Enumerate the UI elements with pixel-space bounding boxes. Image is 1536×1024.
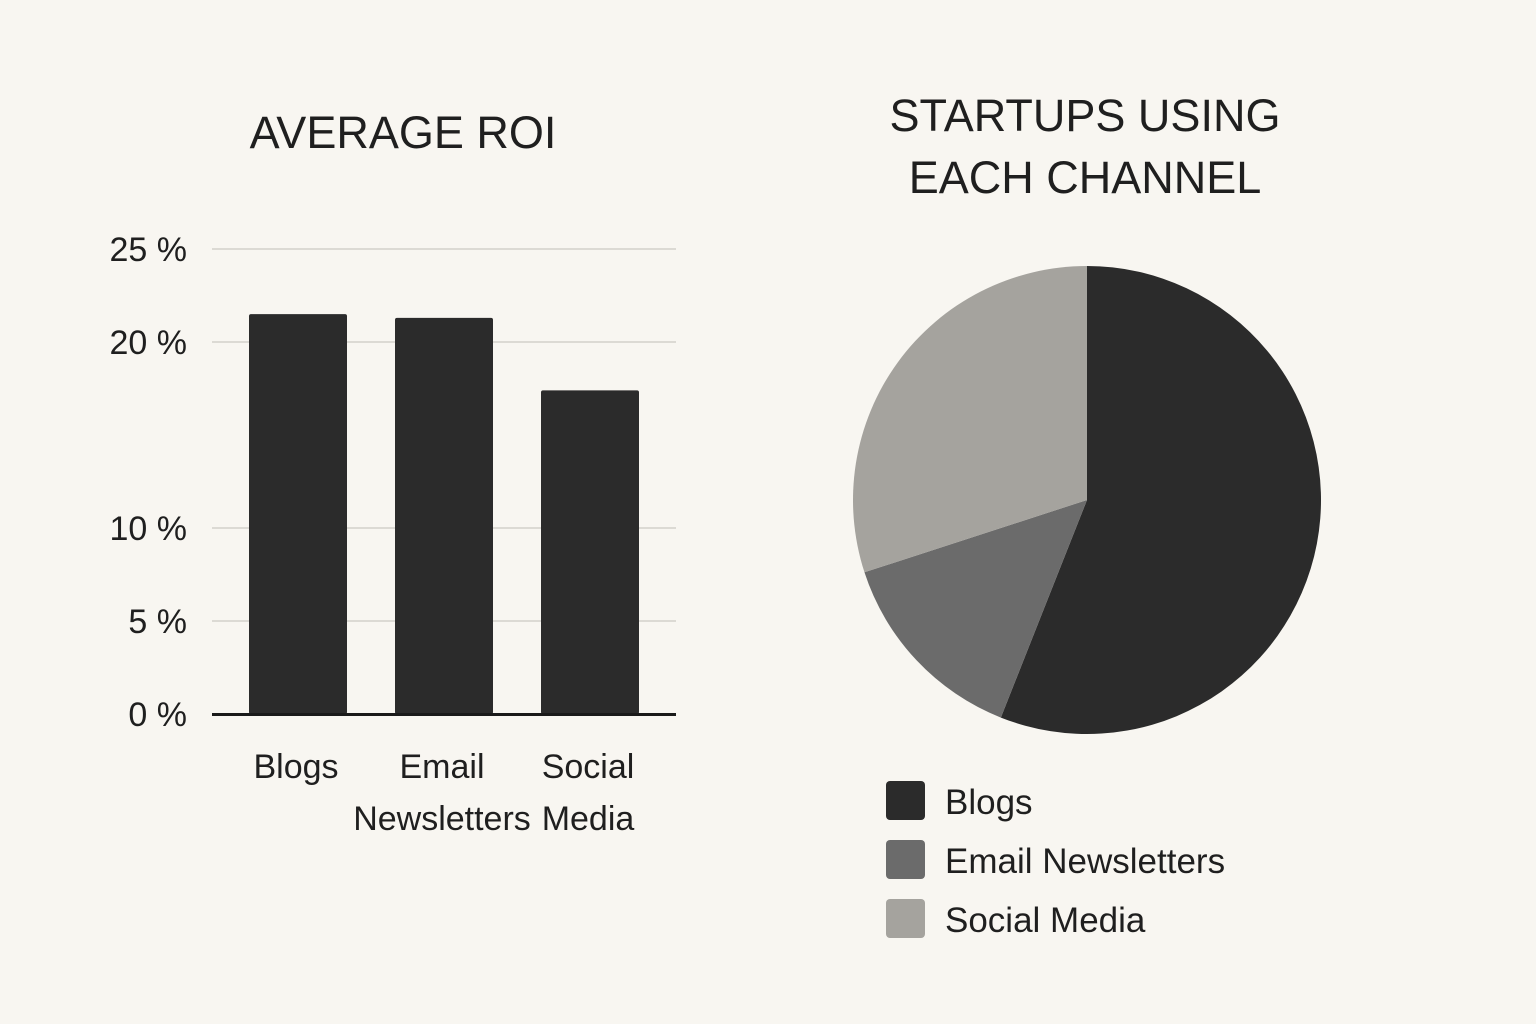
pie-slice-blogs <box>1000 266 1321 734</box>
legend-swatch <box>886 840 925 879</box>
bar-email-newsletters <box>395 317 493 714</box>
x-category-label: Email <box>399 748 484 786</box>
y-tick-label: 20 % <box>110 324 188 362</box>
pie-slice-email-newsletters <box>864 500 1087 718</box>
bar-blogs <box>249 314 347 714</box>
pie-chart-title-line-1: STARTUPS USING <box>890 90 1281 141</box>
pie-slice-social-media <box>852 266 1087 573</box>
x-category-label: Media <box>542 800 635 838</box>
legend-label: Social Media <box>945 901 1146 940</box>
y-tick-label: 0 % <box>128 696 187 734</box>
bar-series <box>249 314 639 714</box>
pie-legend: Blogs Email Newsletters Social Media <box>886 781 1225 940</box>
bar-x-axis-labels: Blogs Email Newsletters Social Media <box>253 748 634 838</box>
x-category-label: Social <box>542 748 635 786</box>
y-tick-label: 25 % <box>110 231 188 269</box>
bar-chart: AVERAGE ROI 0 % 5 % 10 % 20 % 25 % Blogs Emai… <box>110 107 676 838</box>
y-tick-label: 10 % <box>110 510 188 548</box>
x-category-label: Blogs <box>253 748 338 786</box>
legend-swatch <box>886 899 925 938</box>
pie-chart-title-line-2: EACH CHANNEL <box>909 152 1262 203</box>
legend-label: Blogs <box>945 783 1033 822</box>
pie-slices <box>852 266 1321 734</box>
bar-chart-title: AVERAGE ROI <box>250 107 557 158</box>
legend-swatch <box>886 781 925 820</box>
x-category-label: Newsletters <box>353 800 531 838</box>
legend-label: Email Newsletters <box>945 842 1225 881</box>
y-tick-label: 5 % <box>128 603 187 641</box>
bar-social-media <box>541 390 639 714</box>
pie-chart: STARTUPS USING EACH CHANNEL Blogs Email N… <box>852 90 1321 940</box>
bar-y-axis-ticks: 0 % 5 % 10 % 20 % 25 % <box>110 231 188 734</box>
